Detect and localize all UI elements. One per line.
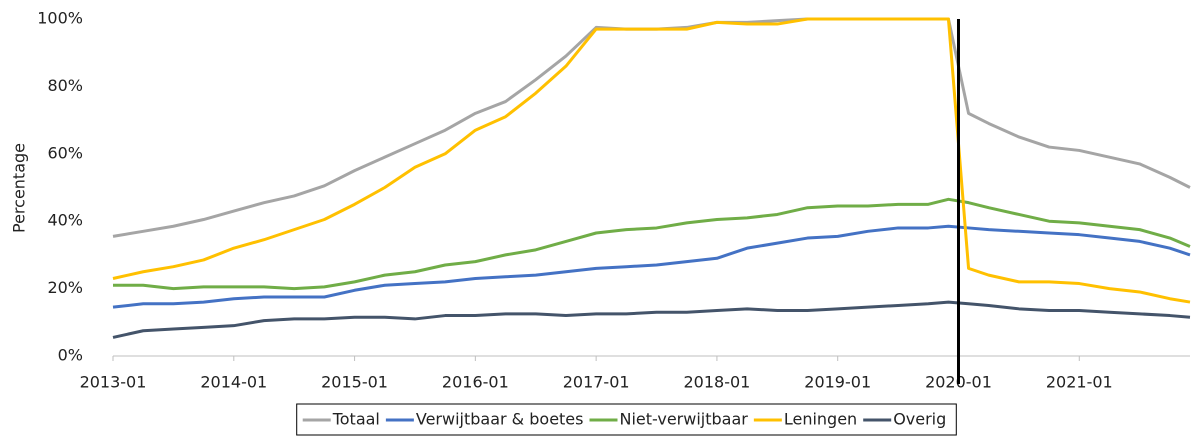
legend-label: Niet-verwijtbaar bbox=[619, 410, 748, 429]
x-tick-label: 2013-01 bbox=[80, 373, 147, 392]
legend-label: Totaal bbox=[332, 410, 380, 429]
x-tick-label: 2019-01 bbox=[804, 373, 871, 392]
series-line bbox=[112, 300, 1191, 339]
x-tick-label: 2018-01 bbox=[683, 373, 750, 392]
y-axis-label: Percentage bbox=[10, 143, 29, 233]
series-line bbox=[112, 17, 1191, 304]
legend-label: Overig bbox=[893, 410, 946, 429]
series-line bbox=[113, 197, 1191, 291]
y-tick-label: 0% bbox=[58, 346, 83, 365]
legend-box bbox=[296, 403, 957, 436]
legend-label: Leningen bbox=[784, 410, 857, 429]
y-tick-label: 20% bbox=[47, 278, 83, 297]
x-tick-label: 2017-01 bbox=[563, 373, 630, 392]
y-tick-label: 60% bbox=[47, 143, 83, 162]
y-tick-label: 80% bbox=[47, 76, 83, 95]
x-tick-label: 2016-01 bbox=[442, 373, 509, 392]
x-tick-label: 2015-01 bbox=[321, 373, 388, 392]
x-tick-label: 2021-01 bbox=[1046, 373, 1113, 392]
y-tick-label: 100% bbox=[37, 9, 83, 28]
series-line bbox=[112, 17, 1191, 238]
y-tick-label: 40% bbox=[47, 211, 83, 230]
x-tick-label: 2014-01 bbox=[200, 373, 267, 392]
legend-label: Verwijtbaar & boetes bbox=[416, 410, 584, 429]
series-line bbox=[112, 224, 1191, 309]
